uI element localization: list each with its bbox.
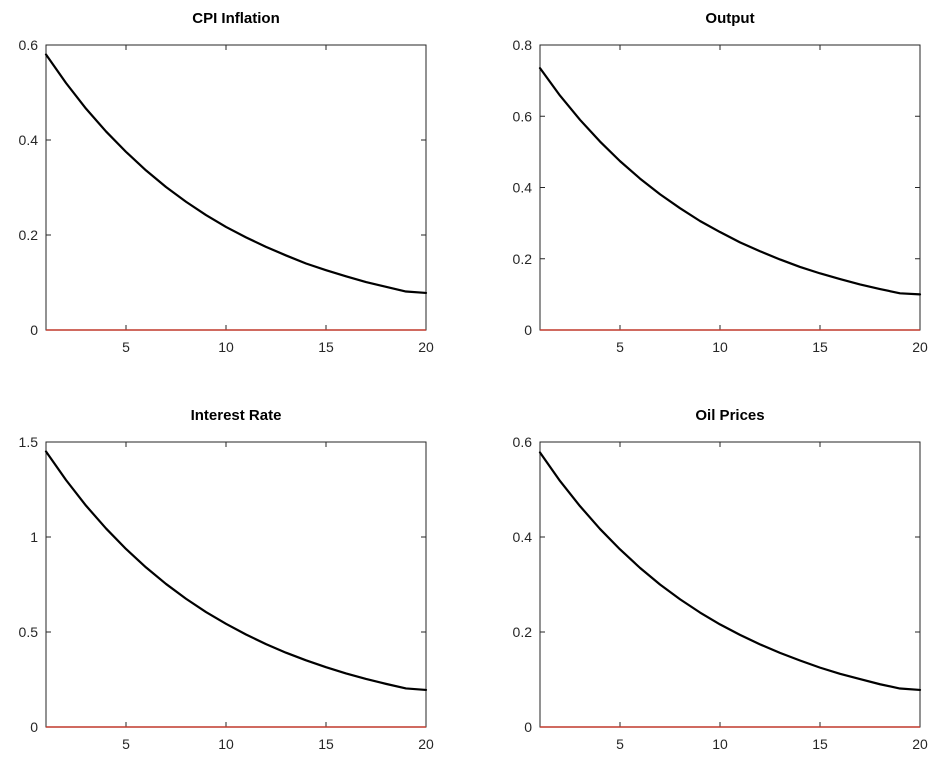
oil-prices-xtick-label: 20	[912, 736, 928, 752]
output-ytick-label: 0	[524, 322, 532, 338]
interest-rate-xtick-label: 10	[218, 736, 234, 752]
cpi-inflation-ytick-label: 0.4	[19, 132, 39, 148]
cpi-inflation-response-line	[44, 53, 428, 295]
interest-rate-xtick-label: 20	[418, 736, 434, 752]
oil-prices-panel: Oil Prices 5 10 15 20 0 0.2 0.4 0.6	[513, 407, 928, 752]
interest-rate-xtick-label: 5	[122, 736, 130, 752]
oil-prices-xtick-label: 5	[616, 736, 624, 752]
interest-rate-ytick-label: 1	[30, 529, 38, 545]
output-ytick-label: 0.6	[513, 108, 533, 124]
cpi-inflation-axes-box	[45, 44, 427, 331]
oil-prices-response-line	[538, 451, 922, 692]
cpi-inflation-xtick-label: 15	[318, 339, 334, 355]
output-title: Output	[705, 10, 754, 27]
output-response-line	[538, 67, 922, 296]
interest-rate-panel: Interest Rate 5 10 15 20 0 0.5 1 1.5	[19, 407, 434, 752]
output-ytick-label: 0.4	[513, 180, 533, 196]
interest-rate-axes-box	[45, 441, 427, 728]
interest-rate-response-line	[44, 450, 428, 692]
oil-prices-ytick-label: 0.4	[513, 529, 533, 545]
cpi-inflation-xtick-label: 20	[418, 339, 434, 355]
oil-prices-axes-box	[539, 441, 921, 728]
oil-prices-ytick-label: 0	[524, 719, 532, 735]
cpi-inflation-xtick-label: 10	[218, 339, 234, 355]
output-xtick-label: 10	[712, 339, 728, 355]
oil-prices-xtick-label: 10	[712, 736, 728, 752]
cpi-inflation-ytick-label: 0	[30, 322, 38, 338]
cpi-inflation-ytick-label: 0.2	[19, 227, 39, 243]
output-xtick-label: 15	[812, 339, 828, 355]
oil-prices-ytick-label: 0.6	[513, 434, 533, 450]
interest-rate-title: Interest Rate	[191, 407, 282, 424]
cpi-inflation-panel: CPI Inflation 5 10 15 20 0 0.2 0.4 0.6	[19, 10, 434, 355]
interest-rate-xtick-label: 15	[318, 736, 334, 752]
oil-prices-xtick-label: 15	[812, 736, 828, 752]
cpi-inflation-ytick-label: 0.6	[19, 37, 39, 53]
oil-prices-title: Oil Prices	[695, 407, 764, 424]
interest-rate-ytick-label: 0.5	[19, 624, 39, 640]
oil-prices-ytick-label: 0.2	[513, 624, 533, 640]
output-axes-box	[539, 44, 921, 331]
interest-rate-ytick-label: 0	[30, 719, 38, 735]
output-panel: Output 5 10 15 20 0 0.2 0.4 0.6 0.8	[513, 10, 928, 355]
output-ytick-label: 0.8	[513, 37, 533, 53]
cpi-inflation-xtick-label: 5	[122, 339, 130, 355]
output-xtick-label: 5	[616, 339, 624, 355]
interest-rate-ytick-label: 1.5	[19, 434, 39, 450]
output-ytick-label: 0.2	[513, 251, 533, 267]
cpi-inflation-title: CPI Inflation	[192, 10, 280, 27]
output-xtick-label: 20	[912, 339, 928, 355]
